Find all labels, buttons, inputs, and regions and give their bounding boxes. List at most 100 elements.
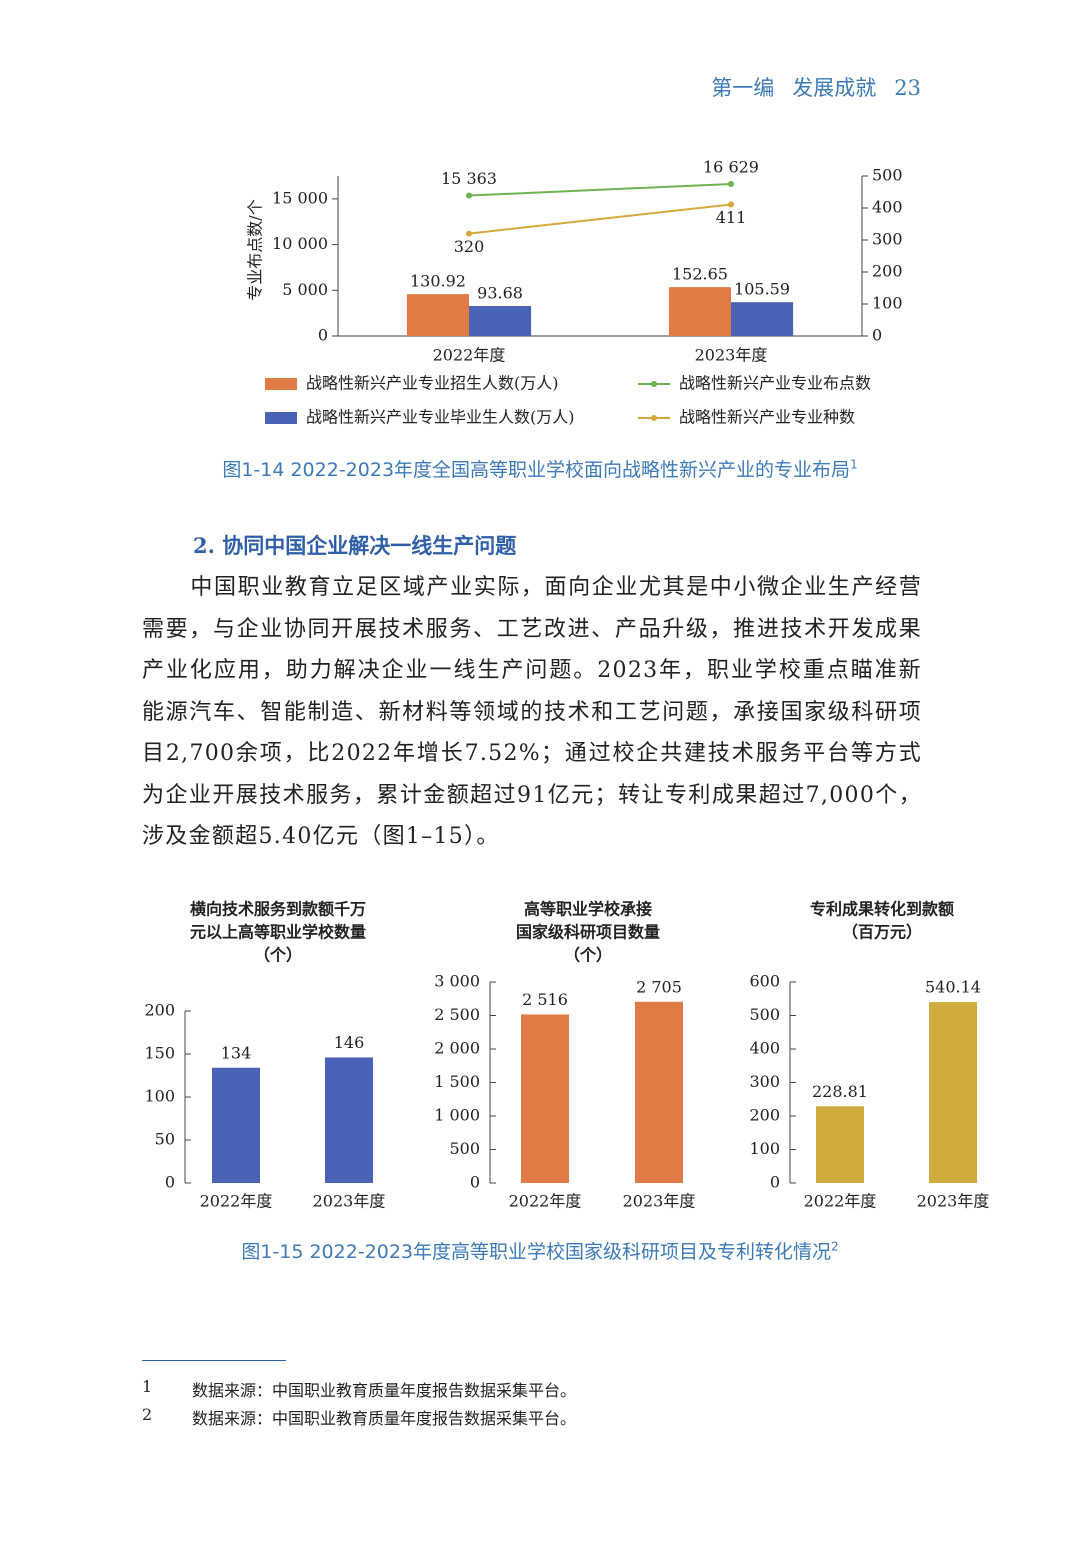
y-tick-label: 2 000 bbox=[434, 1039, 480, 1058]
x-tick-label: 2023年度 bbox=[695, 346, 768, 365]
data-label: 2 705 bbox=[636, 977, 682, 996]
y-tick-label: 1 000 bbox=[434, 1106, 480, 1125]
footnote-number: 2 bbox=[142, 1405, 153, 1424]
caption-text: 图1-14 2022-2023年度全国高等职业学校面向战略性新兴产业的专业布局 bbox=[222, 459, 851, 481]
y-tick-label: 500 bbox=[449, 1139, 480, 1158]
y-tick-label: 500 bbox=[749, 1005, 780, 1024]
x-tick-label: 2022年度 bbox=[509, 1192, 582, 1211]
bar bbox=[816, 1106, 864, 1183]
y-tick-label: 15 000 bbox=[272, 188, 328, 207]
footnote-text: 数据来源：中国职业教育质量年度报告数据采集平台。 bbox=[192, 1381, 577, 1400]
line bbox=[468, 182, 732, 197]
bar bbox=[406, 294, 469, 336]
legend-swatch bbox=[265, 412, 297, 424]
x-tick-label: 2023年度 bbox=[917, 1192, 990, 1211]
caption-text: 图1-15 2022-2023年度高等职业学校国家级科研项目及专利转化情况 bbox=[241, 1241, 832, 1263]
y-tick-label: 200 bbox=[749, 1106, 780, 1125]
data-label: 134 bbox=[221, 1043, 252, 1062]
data-label: 15 363 bbox=[441, 169, 497, 188]
data-label: 540.14 bbox=[925, 978, 981, 997]
bar bbox=[521, 1014, 569, 1183]
y2-tick-label: 0 bbox=[872, 326, 882, 345]
footnote-number: 1 bbox=[142, 1377, 153, 1396]
footnote-ref: 2 bbox=[831, 1239, 839, 1254]
footnote-ref: 1 bbox=[850, 457, 858, 472]
bar bbox=[325, 1057, 373, 1183]
header-section: 第一编 bbox=[711, 76, 775, 100]
bar bbox=[469, 306, 532, 336]
chart-title: （个） bbox=[564, 946, 612, 965]
data-label: 105.59 bbox=[734, 280, 790, 299]
y2-tick-label: 300 bbox=[872, 230, 903, 249]
chart-title: 横向技术服务到款额千万 bbox=[190, 900, 366, 919]
data-label: 152.65 bbox=[672, 265, 728, 284]
y2-tick-label: 400 bbox=[872, 198, 903, 217]
point bbox=[728, 180, 734, 187]
x-tick-label: 2022年度 bbox=[804, 1192, 877, 1211]
header-title: 发展成就 bbox=[792, 76, 877, 100]
legend-swatch bbox=[265, 378, 297, 390]
footnote-text: 数据来源：中国职业教育质量年度报告数据采集平台。 bbox=[192, 1409, 577, 1428]
bar bbox=[929, 1002, 977, 1183]
legend-label: 战略性新兴产业专业毕业生人数(万人) bbox=[306, 408, 575, 427]
y2-tick-label: 100 bbox=[872, 294, 903, 313]
y-tick-label: 300 bbox=[749, 1072, 780, 1091]
legend-swatch bbox=[651, 415, 657, 421]
y-tick-label: 3 000 bbox=[434, 972, 480, 991]
x-tick-label: 2022年度 bbox=[200, 1192, 273, 1211]
y-tick-label: 0 bbox=[165, 1173, 175, 1192]
y-tick-label: 0 bbox=[318, 326, 328, 345]
paragraph: 中国职业教育立足区域产业实际，面向企业尤其是中小微企业生产经营需要，与企业协同开… bbox=[142, 575, 922, 849]
y-axis-label: 专业布点数/个 bbox=[246, 199, 265, 300]
page-number: 23 bbox=[894, 76, 921, 100]
legend-label: 战略性新兴产业专业布点数 bbox=[679, 374, 871, 393]
y-tick-label: 150 bbox=[144, 1044, 175, 1063]
y-tick-label: 0 bbox=[770, 1173, 780, 1192]
chart-title: 专利成果转化到款额 bbox=[810, 900, 954, 919]
data-label: 2 516 bbox=[522, 990, 568, 1009]
data-label: 411 bbox=[716, 208, 747, 227]
data-label: 320 bbox=[454, 237, 485, 256]
data-label: 146 bbox=[334, 1033, 365, 1052]
data-label: 16 629 bbox=[703, 157, 759, 176]
y-tick-label: 5 000 bbox=[282, 280, 328, 299]
legend-label: 战略性新兴产业专业招生人数(万人) bbox=[306, 374, 559, 393]
bar bbox=[635, 1001, 683, 1183]
chart-title: 国家级科研项目数量 bbox=[516, 923, 660, 942]
legend-swatch bbox=[651, 381, 657, 387]
point bbox=[466, 230, 472, 237]
chart-title: （百万元） bbox=[842, 923, 922, 942]
line bbox=[468, 203, 732, 235]
bar bbox=[731, 302, 794, 336]
bar bbox=[668, 287, 731, 336]
y2-tick-label: 200 bbox=[872, 262, 903, 281]
point bbox=[728, 201, 734, 208]
y-tick-label: 0 bbox=[470, 1173, 480, 1192]
chart-title: 元以上高等职业学校数量 bbox=[190, 923, 366, 942]
chart-title: 高等职业学校承接 bbox=[524, 900, 652, 919]
x-tick-label: 2023年度 bbox=[313, 1192, 386, 1211]
data-label: 93.68 bbox=[477, 284, 523, 303]
figure-caption: 图1-15 2022-2023年度高等职业学校国家级科研项目及专利转化情况2 bbox=[0, 1237, 1080, 1264]
x-tick-label: 2023年度 bbox=[623, 1192, 696, 1211]
y-tick-label: 1 500 bbox=[434, 1072, 480, 1091]
y-tick-label: 200 bbox=[144, 1001, 175, 1020]
y-tick-label: 100 bbox=[144, 1087, 175, 1106]
x-tick-label: 2022年度 bbox=[433, 346, 506, 365]
y-tick-label: 10 000 bbox=[272, 234, 328, 253]
y-tick-label: 2 500 bbox=[434, 1005, 480, 1024]
bar bbox=[212, 1067, 260, 1183]
y-tick-label: 400 bbox=[749, 1039, 780, 1058]
y-tick-label: 600 bbox=[749, 972, 780, 991]
section-heading: 2. 协同中国企业解决一线生产问题 bbox=[193, 533, 517, 558]
figure-caption: 图1-14 2022-2023年度全国高等职业学校面向战略性新兴产业的专业布局1 bbox=[0, 455, 1080, 482]
y-tick-label: 100 bbox=[749, 1139, 780, 1158]
running-header: 第一编 发展成就 23 bbox=[693, 72, 921, 102]
point bbox=[466, 192, 472, 199]
y2-tick-label: 500 bbox=[872, 166, 903, 185]
legend-label: 战略性新兴产业专业种数 bbox=[679, 408, 855, 427]
chart-title: （个） bbox=[254, 946, 302, 965]
y-tick-label: 50 bbox=[155, 1130, 175, 1149]
